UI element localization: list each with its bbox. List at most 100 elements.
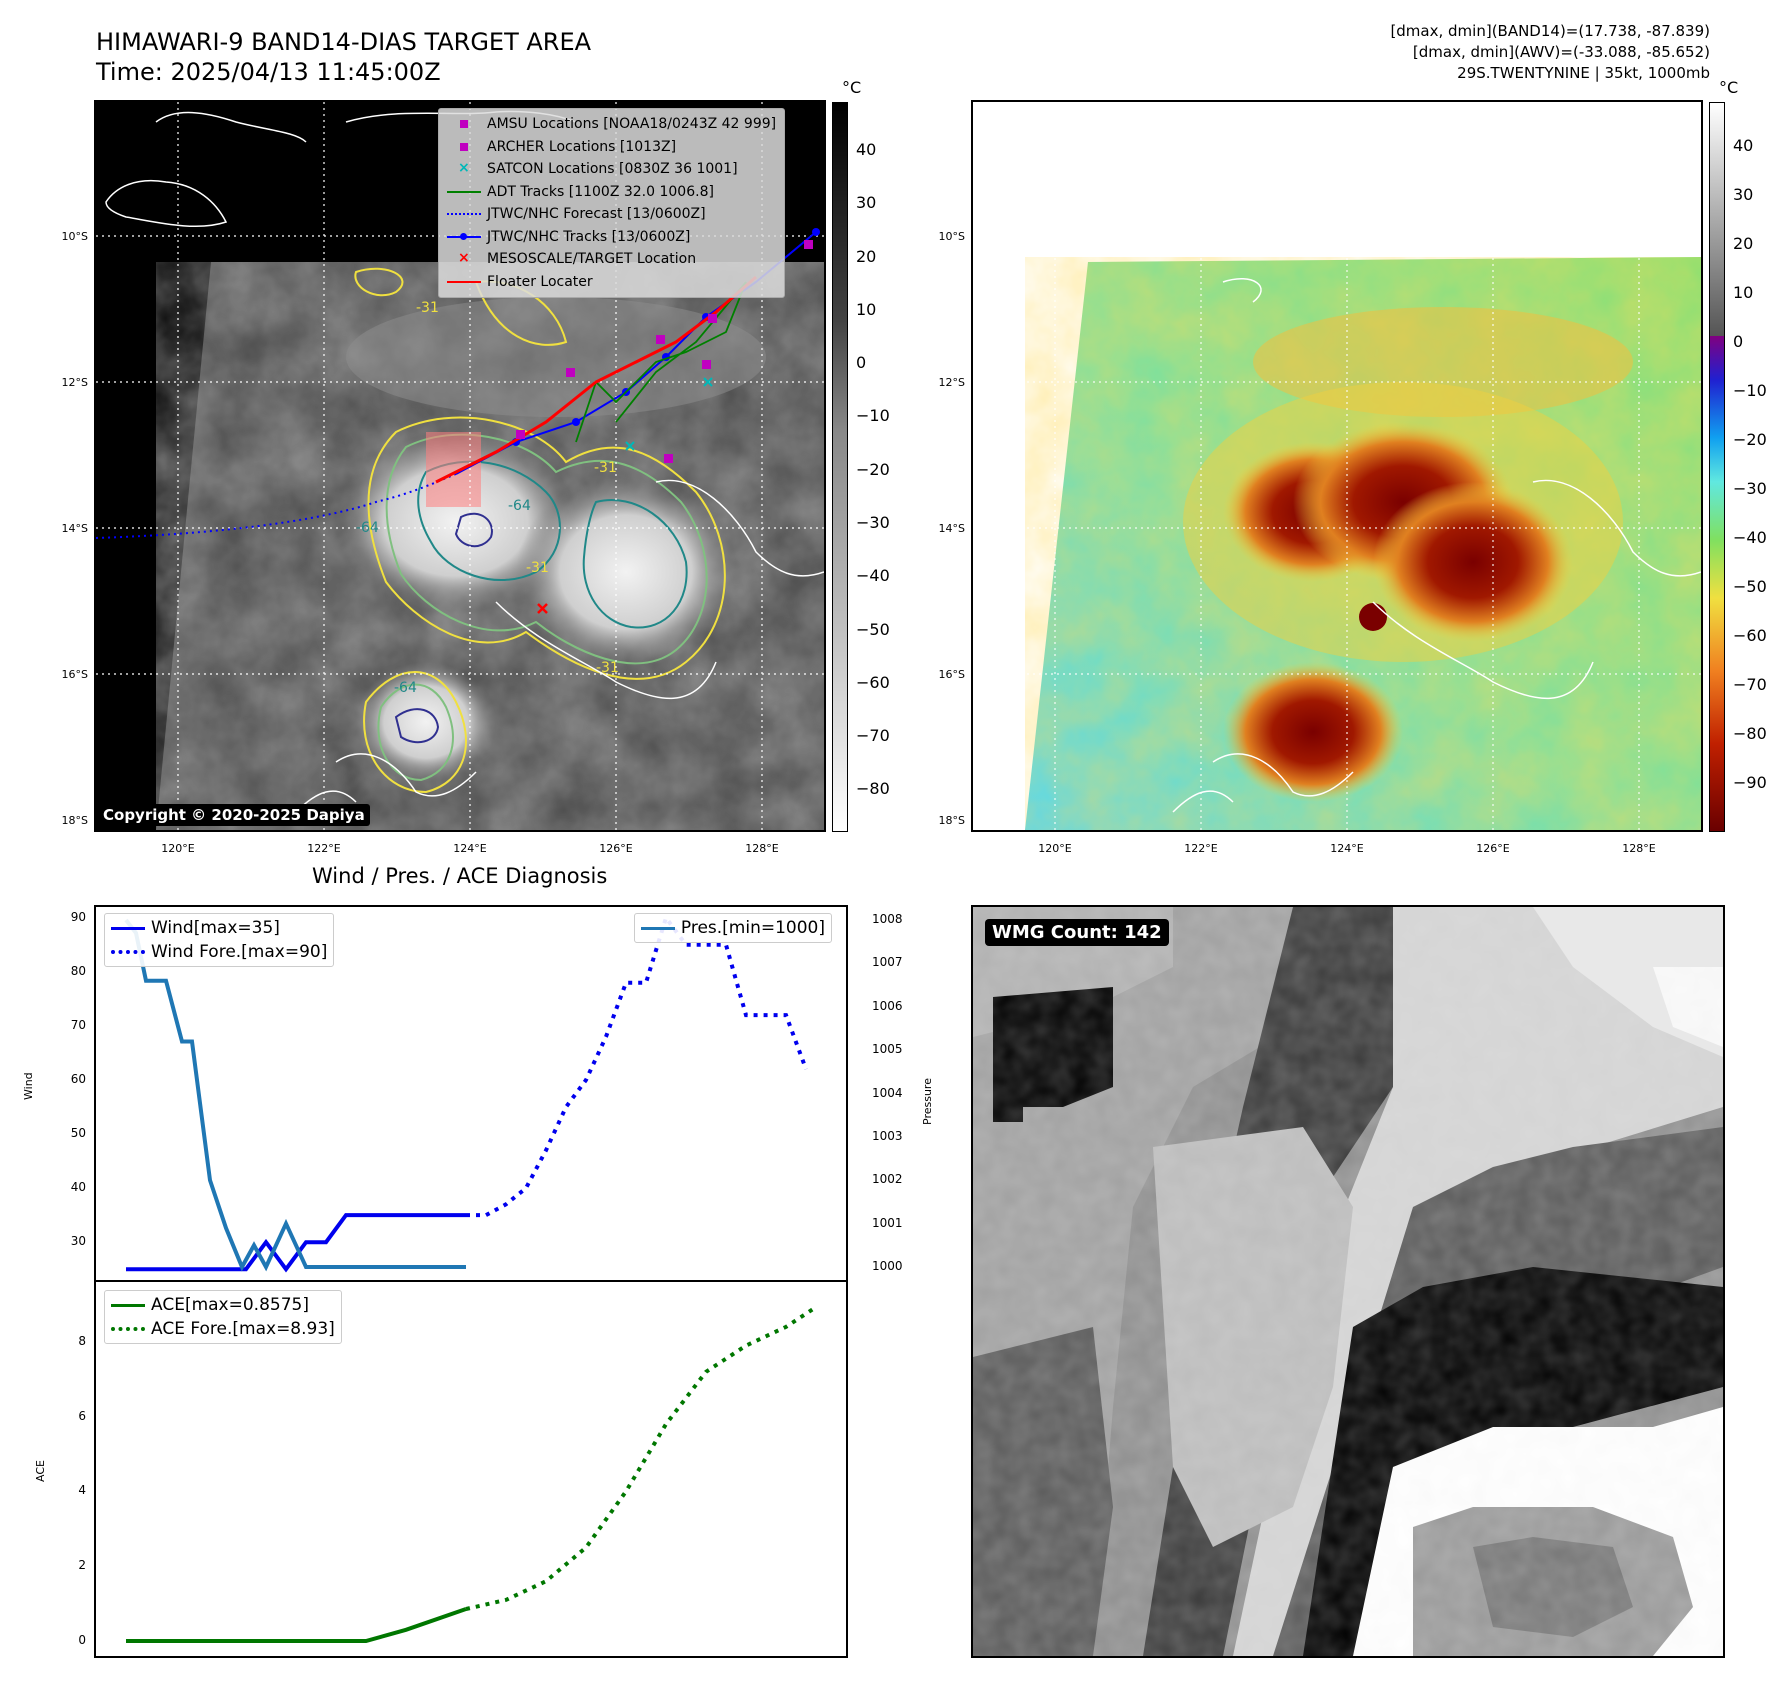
colorbar-tick-label: −90 xyxy=(1733,773,1767,792)
contour-label: -64 xyxy=(508,498,531,514)
ace-series-line xyxy=(126,1607,467,1643)
colorbar-tick-label: 10 xyxy=(1733,283,1754,303)
lat-label: 14°S xyxy=(61,522,88,535)
colorbar-tick-label: 20 xyxy=(1733,234,1754,254)
colorbar-tick-label: −80 xyxy=(856,779,890,799)
lon-label: 126°E xyxy=(599,842,633,855)
lon-label: 124°E xyxy=(1330,842,1364,855)
axis-tick-label: 1007 xyxy=(872,955,903,970)
lon-label: 120°E xyxy=(161,842,195,855)
axis-tick-label: 6 xyxy=(78,1408,86,1423)
wmg-canvas xyxy=(973,907,1723,1656)
axis-tick-label: 70 xyxy=(70,1017,86,1032)
legend-item: ACE[max=0.8575] xyxy=(111,1293,335,1317)
axis-tick-label: 40 xyxy=(70,1180,86,1195)
awv-map-canvas xyxy=(973,102,1701,830)
x-marker-icon: × xyxy=(458,160,470,177)
colorbar-tick-label: −80 xyxy=(1733,724,1767,743)
awv-range: [dmax, dmin](AWV)=(-33.088, -85.652) xyxy=(1412,43,1710,61)
pressure-series-line xyxy=(124,918,466,1272)
axis-tick-label: 50 xyxy=(70,1126,86,1141)
lat-label: 18°S xyxy=(61,814,88,827)
colorbar-tick-label: −40 xyxy=(856,566,890,586)
contour-label: -64 xyxy=(394,680,417,696)
legend-item: Wind[max=35] xyxy=(111,916,327,940)
dotted-line-icon xyxy=(111,945,145,959)
legend-item: AMSU Locations [NOAA18/0243Z 42 999] xyxy=(447,113,776,136)
legend-item: Wind Fore.[max=90] xyxy=(111,940,327,964)
legend-item: × MESOSCALE/TARGET Location xyxy=(447,248,776,271)
band14-map-canvas: -31 -64 -64 -31 -31 -31 -64 xyxy=(96,102,824,830)
axis-tick-label: 1005 xyxy=(872,1042,903,1057)
contour-label: -31 xyxy=(594,460,617,476)
axis-tick-label: 90 xyxy=(70,909,86,924)
lon-label: 128°E xyxy=(1622,842,1656,855)
map-legend: AMSU Locations [NOAA18/0243Z 42 999] ARC… xyxy=(438,108,786,298)
diagnosis-title: Wind / Pres. / ACE Diagnosis xyxy=(312,864,608,888)
ace-legend: ACE[max=0.8575] ACE Fore.[max=8.93] xyxy=(104,1290,342,1344)
contour-label: -31 xyxy=(526,560,549,576)
colorbar-tick-label: −50 xyxy=(856,619,890,639)
lat-label: 12°S xyxy=(61,376,88,389)
dotted-line-icon xyxy=(111,1322,145,1336)
ace-forecast-series-line xyxy=(465,1305,818,1611)
legend-item: JTWC/NHC Tracks [13/0600Z] xyxy=(447,226,776,249)
colorbar-tick-label: 40 xyxy=(1733,136,1754,156)
jtwc-forecast-track xyxy=(96,473,457,539)
colorbar-tick-label: 20 xyxy=(856,246,877,266)
lon-label: 120°E xyxy=(1038,842,1072,855)
legend-item: ARCHER Locations [1013Z] xyxy=(447,136,776,159)
colorbar-tick-label: −60 xyxy=(1733,626,1767,646)
target-box xyxy=(426,432,481,507)
line-icon xyxy=(640,921,675,935)
ace-plot: ACE[max=0.8575] ACE Fore.[max=8.93] xyxy=(94,1280,848,1658)
axis-tick-label: 8 xyxy=(78,1333,86,1348)
square-marker-icon xyxy=(447,117,481,131)
wind-series-line xyxy=(126,1213,466,1273)
lat-label: 16°S xyxy=(938,668,965,681)
lon-label: 124°E xyxy=(453,842,487,855)
line-icon xyxy=(447,185,481,199)
copyright-badge: Copyright © 2020-2025 Dapiya xyxy=(98,804,370,826)
axis-tick-label: 1004 xyxy=(872,1085,903,1100)
lat-label: 18°S xyxy=(938,814,965,827)
axis-tick-label: 1008 xyxy=(872,912,903,926)
axis-tick-label: 1006 xyxy=(872,998,903,1013)
wind-forecast-series-line xyxy=(466,913,808,1218)
axis-tick-label: 80 xyxy=(70,963,86,978)
colorbar-unit: °C xyxy=(842,78,862,97)
colorbar-tick-label: 0 xyxy=(1733,332,1744,352)
chart-title: HIMAWARI-9 BAND14-DIAS TARGET AREA xyxy=(96,28,592,56)
axis-tick-label: 0 xyxy=(78,1633,86,1648)
colorbar-tick-label: −60 xyxy=(856,672,890,692)
lat-label: 16°S xyxy=(61,668,88,681)
legend-item: JTWC/NHC Forecast [13/0600Z] xyxy=(447,203,776,226)
line-icon xyxy=(447,275,481,289)
colorbar-tick-label: −30 xyxy=(1733,479,1767,499)
colorbar-tick-label: −20 xyxy=(1733,430,1767,450)
wmg-panel: WMG Count: 142 xyxy=(971,905,1725,1658)
lon-label: 122°E xyxy=(1184,842,1218,855)
axis-tick-label: 1000 xyxy=(872,1258,903,1273)
adt-track xyxy=(575,281,747,443)
lat-label: 10°S xyxy=(61,230,88,243)
awv-colorbar xyxy=(1709,102,1725,832)
chart-time: Time: 2025/04/13 11:45:00Z xyxy=(96,58,441,86)
colorbar-tick-label: −10 xyxy=(856,406,890,426)
legend-item: ADT Tracks [1100Z 32.0 1006.8] xyxy=(447,181,776,204)
lat-label: 10°S xyxy=(938,230,965,243)
colorbar-tick-label: −50 xyxy=(1733,577,1767,597)
storm-info: 29S.TWENTYNINE | 35kt, 1000mb xyxy=(1457,64,1710,82)
band14-range: [dmax, dmin](BAND14)=(17.738, -87.839) xyxy=(1390,22,1710,40)
contour-label: -31 xyxy=(596,660,619,676)
colorbar-tick-label: −40 xyxy=(1733,528,1767,548)
lon-label: 122°E xyxy=(307,842,341,855)
band14-map: -31 -64 -64 -31 -31 -31 -64 xyxy=(94,100,826,832)
wind-legend: Wind[max=35] Wind Fore.[max=90] xyxy=(104,913,335,967)
colorbar-tick-label: −30 xyxy=(856,512,890,532)
lon-label: 128°E xyxy=(745,842,779,855)
colorbar-tick-label: −70 xyxy=(1733,675,1767,695)
colorbar-tick-label: 30 xyxy=(856,193,877,213)
legend-item: ACE Fore.[max=8.93] xyxy=(111,1317,335,1341)
legend-item: Floater Locater xyxy=(447,271,776,294)
